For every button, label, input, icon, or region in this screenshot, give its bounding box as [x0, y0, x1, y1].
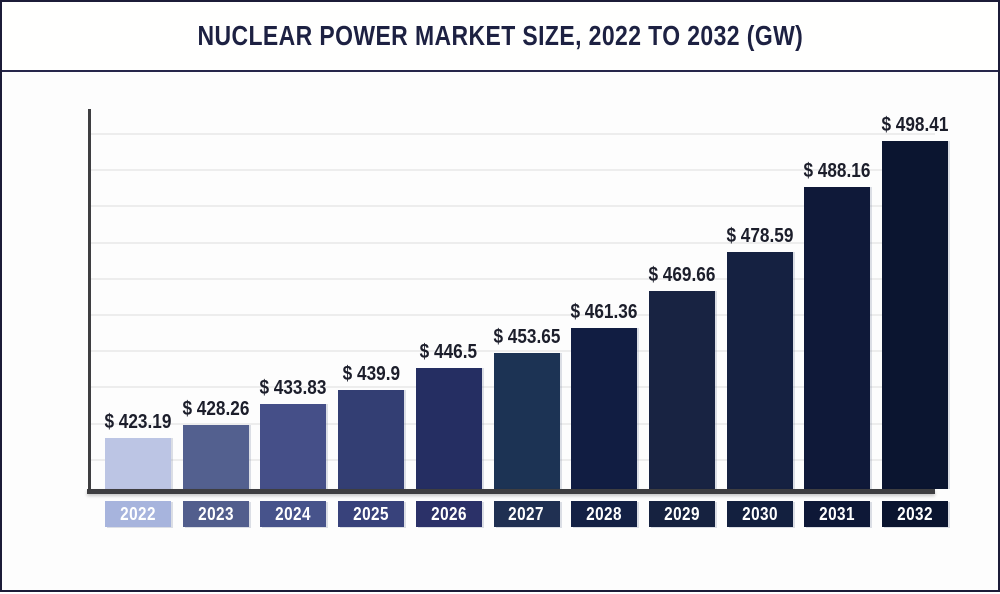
y-axis-line	[88, 109, 91, 494]
gridline	[91, 350, 935, 353]
bar-2032	[882, 141, 948, 489]
bar-2028	[571, 328, 638, 489]
year-label-2022: 2022	[105, 501, 171, 527]
bar-value-label-2023: $ 428.26	[182, 398, 250, 420]
bar-value-label-2032: $ 498.41	[881, 114, 949, 136]
bar-2023	[182, 425, 249, 489]
bar-value-label-2028: $ 461.36	[570, 301, 638, 323]
bar-2022	[105, 438, 171, 489]
bar-2030	[726, 252, 793, 489]
year-label-2027: 2027	[493, 501, 560, 527]
plot-area: $ 423.19 $ 428.26 $ 433.83 $ 439.9 $ 446.5 $ …	[2, 72, 1000, 594]
x-axis-line	[87, 489, 935, 494]
bar-value-label-2027: $ 453.65	[493, 326, 560, 348]
gridline	[91, 169, 935, 172]
year-label-2030: 2030	[726, 501, 793, 527]
bar-2025	[338, 390, 405, 489]
bar-value-label-2031: $ 488.16	[803, 160, 871, 182]
year-label-2026: 2026	[415, 501, 482, 527]
gridline	[91, 314, 935, 316]
year-label-2024: 2024	[260, 501, 327, 527]
bar-value-label-2025: $ 439.9	[342, 363, 400, 385]
bar-2027	[493, 353, 560, 489]
gridline	[91, 277, 935, 280]
year-label-2025: 2025	[338, 501, 405, 527]
gridline	[91, 133, 935, 135]
year-label-2032: 2032	[882, 501, 948, 527]
bar-value-label-2030: $ 478.59	[726, 225, 794, 247]
year-label-2029: 2029	[648, 501, 715, 527]
year-label-2028: 2028	[571, 501, 638, 527]
chart-title-bar: NUCLEAR POWER MARKET SIZE, 2022 TO 2032 …	[2, 2, 998, 72]
gridline	[91, 241, 935, 244]
year-label-2031: 2031	[804, 501, 871, 527]
bar-2029	[648, 291, 715, 489]
bar-2024	[260, 404, 327, 489]
bar-value-label-2029: $ 469.66	[648, 264, 716, 286]
bar-2031	[804, 187, 871, 489]
bar-value-label-2026: $ 446.5	[420, 341, 478, 363]
gridline	[91, 205, 935, 208]
bar-2026	[415, 368, 482, 489]
chart-title: NUCLEAR POWER MARKET SIZE, 2022 TO 2032 …	[197, 20, 803, 51]
bar-value-label-2024: $ 433.83	[259, 377, 327, 399]
year-label-2023: 2023	[182, 501, 249, 527]
bar-value-label-2022: $ 423.19	[104, 411, 172, 433]
